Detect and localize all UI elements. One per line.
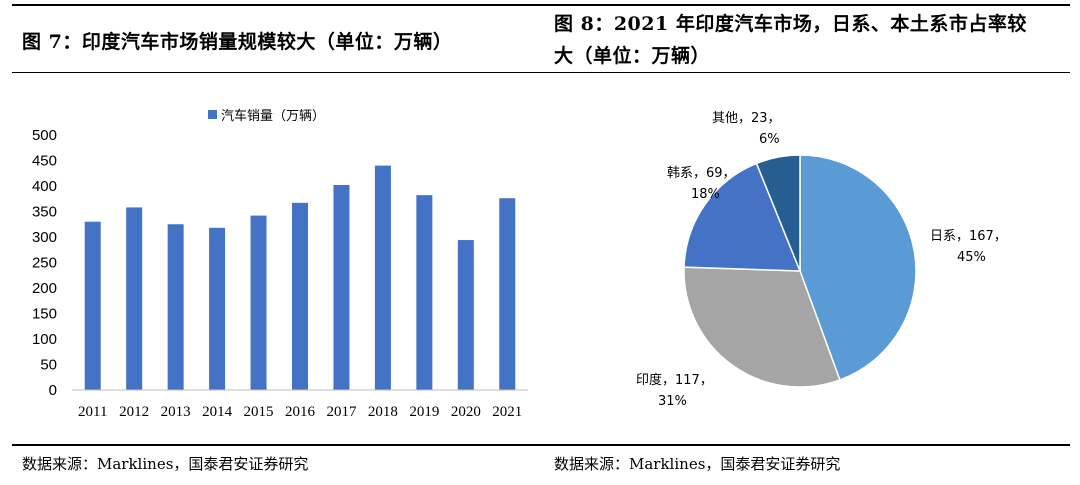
figure-8-source: 数据来源：Marklines，国泰君安证券研究 xyxy=(554,455,841,473)
y-tick-label: 350 xyxy=(32,204,57,221)
x-tick-label: 2019 xyxy=(409,404,439,420)
y-tick-label: 0 xyxy=(49,382,57,399)
legend-swatch xyxy=(208,110,217,119)
bar-2011 xyxy=(84,221,101,390)
bar-chart-legend: 汽车销量（万辆） xyxy=(208,108,325,124)
y-tick-label: 450 xyxy=(32,153,57,170)
legend-label: 汽车销量（万辆） xyxy=(221,108,325,124)
x-tick-label: 2011 xyxy=(78,404,107,420)
bars xyxy=(84,165,516,390)
bar-2016 xyxy=(292,202,308,390)
figure-8-title-line2: 大（单位：万辆） xyxy=(554,45,711,67)
x-tick-label: 2016 xyxy=(285,404,316,420)
x-tick-label: 2012 xyxy=(119,404,149,420)
x-tick-label: 2018 xyxy=(368,404,398,420)
bar-2017 xyxy=(333,184,350,390)
y-tick-label: 100 xyxy=(32,331,57,348)
y-tick-label: 250 xyxy=(32,255,57,272)
x-tick-label: 2014 xyxy=(202,404,233,420)
bar-2020 xyxy=(457,240,474,390)
title-bottom-rule xyxy=(12,72,1070,73)
bar-2019 xyxy=(416,195,433,390)
bar-2021 xyxy=(499,198,516,390)
bar-2015 xyxy=(250,215,267,390)
top-rule xyxy=(12,4,1070,6)
figure-8-title-line1: 图 8：2021 年印度汽车市场，日系、本土系市占率较 xyxy=(554,13,1027,35)
figure-7-source: 数据来源：Marklines，国泰君安证券研究 xyxy=(22,455,309,473)
bar-2012 xyxy=(126,207,143,390)
x-tick-label: 2021 xyxy=(492,404,522,420)
bar-2018 xyxy=(374,165,391,390)
x-tick-label: 2020 xyxy=(451,404,481,420)
x-axis-ticks: 2011 2012 2013 2014 2015 2016 2017 2018 2019 2020… xyxy=(78,404,522,420)
x-tick-label: 2017 xyxy=(326,404,357,420)
y-tick-label: 400 xyxy=(32,178,57,195)
bar-2014 xyxy=(209,227,226,390)
y-tick-label: 150 xyxy=(32,306,57,323)
y-axis-ticks: 0 50 100 150 200 250 300 350 400 450 500 xyxy=(32,127,57,399)
bar-2013 xyxy=(167,224,184,390)
footer-rule xyxy=(12,444,1070,446)
figure-7-title: 图 7：印度汽车市场销量规模较大（单位：万辆） xyxy=(22,31,453,53)
x-tick-label: 2015 xyxy=(244,404,274,420)
x-tick-label: 2013 xyxy=(161,404,191,420)
y-tick-label: 200 xyxy=(32,280,57,297)
y-tick-label: 300 xyxy=(32,229,57,246)
y-tick-label: 50 xyxy=(40,357,57,374)
y-tick-label: 500 xyxy=(32,127,57,144)
